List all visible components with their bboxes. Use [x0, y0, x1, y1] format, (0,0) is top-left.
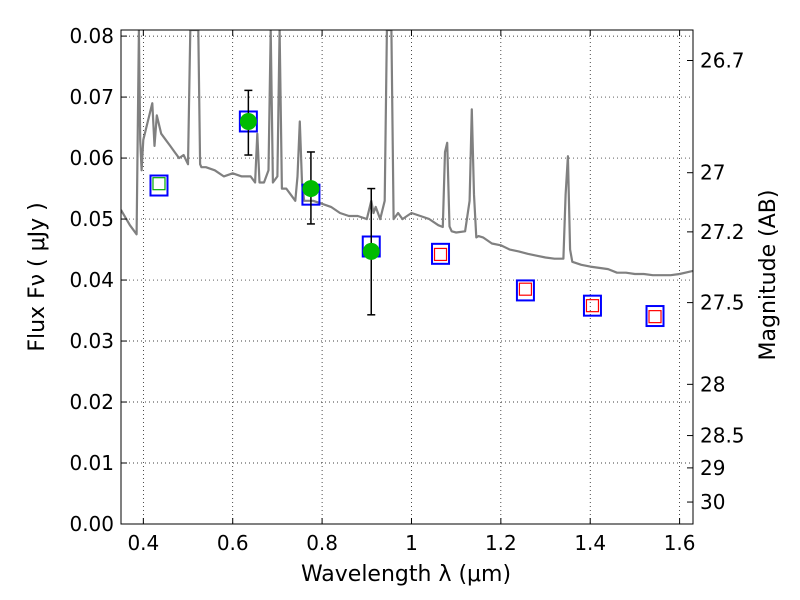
- y-tick-label: 0.01: [69, 451, 114, 475]
- x-tick-label: 0.4: [127, 531, 159, 555]
- x-axis-label: Wavelength λ (μm): [301, 562, 511, 587]
- x-axis: 0.4 0.6 0.8 1 1.2 1.4 1.6: [127, 30, 696, 555]
- y-axis-right: 26.7 27 27.2 27.5 28 28.5 29 30: [687, 48, 745, 514]
- model-photometry-marker: [431, 242, 451, 265]
- y-tick-label: 0.05: [69, 207, 114, 231]
- grid: [121, 30, 693, 524]
- plot-frame: [120, 29, 694, 525]
- observed-point: [362, 242, 380, 260]
- x-tick-label: 1.4: [574, 531, 606, 555]
- x-tick-label: 1.6: [664, 531, 696, 555]
- upper-limit-marker: [648, 310, 662, 324]
- model-photometry-marker: [149, 174, 169, 197]
- x-tick-label: 1.2: [485, 531, 517, 555]
- y2-tick-label: 28.5: [700, 424, 745, 448]
- y-tick-label: 0.08: [69, 24, 114, 48]
- upper-limit-marker: [152, 177, 166, 191]
- upper-limit-marker: [585, 299, 600, 313]
- upper-limit-marker: [518, 282, 533, 296]
- model-sed-line: [121, 30, 693, 277]
- observed-point: [239, 112, 257, 130]
- y-tick-label: 0.07: [69, 85, 114, 109]
- observed-point: [302, 180, 320, 198]
- y2-tick-label: 28: [700, 372, 725, 396]
- y2-tick-label: 30: [700, 490, 725, 514]
- y-tick-label: 0.00: [69, 512, 114, 536]
- y2-tick-label: 27: [700, 161, 725, 185]
- y2-tick-label: 26.7: [700, 48, 745, 72]
- y2-axis-label: Magnitude (AB): [756, 190, 781, 361]
- upper-limit-marker: [433, 247, 448, 262]
- y2-tick-label: 27.2: [700, 220, 745, 244]
- y-tick-label: 0.03: [69, 329, 114, 353]
- model-photometry-marker: [582, 294, 602, 317]
- y-axis-label: Flux Fν ( μJy ): [25, 202, 50, 351]
- x-tick-label: 0.8: [306, 531, 338, 555]
- model-photometry-marker: [645, 305, 665, 328]
- y-axis-left: 0.00 0.01 0.02 0.03 0.04 0.05 0.06 0.07 0.08: [69, 24, 127, 536]
- model-photometry-marker: [515, 279, 535, 302]
- plot-clip-group: [121, 30, 693, 328]
- x-tick-label: 1: [405, 531, 418, 555]
- y2-tick-label: 27.5: [700, 291, 745, 315]
- y-tick-label: 0.06: [69, 146, 114, 170]
- y-tick-label: 0.04: [69, 268, 114, 292]
- y-tick-label: 0.02: [69, 390, 114, 414]
- y2-tick-label: 29: [700, 456, 725, 480]
- x-tick-label: 0.6: [217, 531, 249, 555]
